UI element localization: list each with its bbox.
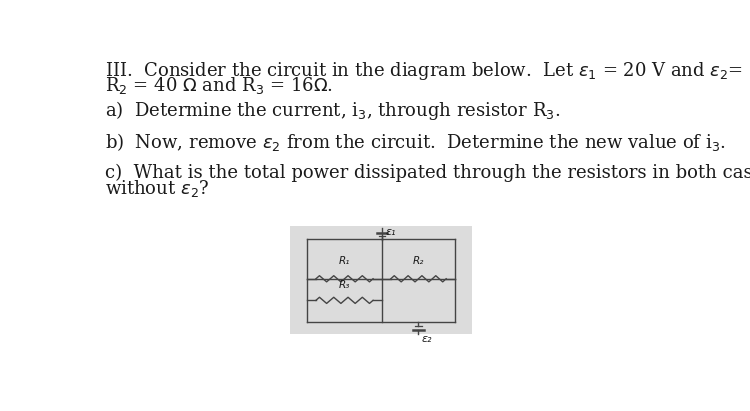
Text: a)  Determine the current, i$_3$, through resistor R$_3$.: a) Determine the current, i$_3$, through… <box>104 99 560 122</box>
Text: R$_2$ = 40 $\Omega$ and R$_3$ = 16$\Omega$.: R$_2$ = 40 $\Omega$ and R$_3$ = 16$\Omeg… <box>104 75 332 96</box>
Text: R₂: R₂ <box>413 256 424 266</box>
Text: c)  What is the total power dissipated through the resistors in both cases, with: c) What is the total power dissipated th… <box>104 163 750 182</box>
Bar <box>290 226 472 334</box>
Text: R₁: R₁ <box>338 256 350 266</box>
Text: b)  Now, remove $\varepsilon_2$ from the circuit.  Determine the new value of i$: b) Now, remove $\varepsilon_2$ from the … <box>104 131 725 153</box>
Text: III.  Consider the circuit in the diagram below.  Let $\varepsilon_1$ = 20 V and: III. Consider the circuit in the diagram… <box>104 60 750 82</box>
Text: ε₁: ε₁ <box>386 227 396 237</box>
Text: without $\varepsilon_2$?: without $\varepsilon_2$? <box>104 178 209 199</box>
Text: ε₂: ε₂ <box>422 334 432 344</box>
Text: R₃: R₃ <box>338 279 350 290</box>
